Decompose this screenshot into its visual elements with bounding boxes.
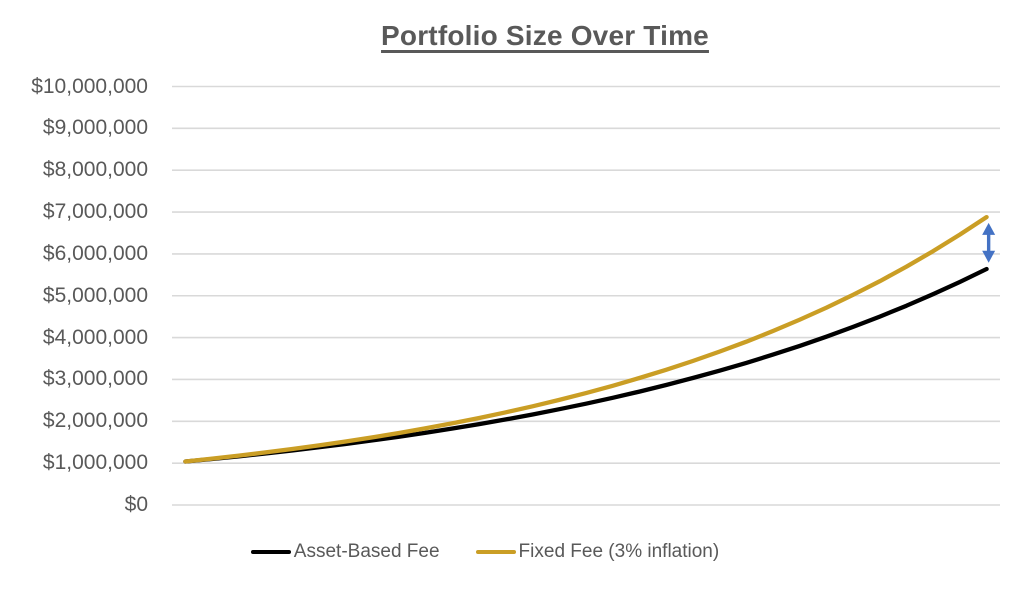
legend-label: Asset-Based Fee	[293, 541, 440, 562]
chart-title: Portfolio Size Over Time	[0, 20, 1024, 52]
gap-arrow-head-down	[982, 250, 996, 263]
legend-label: Fixed Fee (3% inflation)	[518, 541, 720, 562]
y-axis-tick-label: $8,000,000	[42, 158, 148, 182]
y-axis-tick-label: $4,000,000	[42, 325, 148, 349]
y-axis-tick-label: $10,000,000	[31, 74, 148, 98]
y-axis-tick-label: $7,000,000	[42, 200, 148, 224]
y-axis-tick-label: $1,000,000	[42, 451, 148, 475]
y-axis-tick-label: $5,000,000	[42, 283, 148, 307]
gap-arrow	[982, 222, 996, 263]
gap-arrow-head-up	[982, 222, 996, 235]
legend-swatch	[250, 549, 291, 555]
y-axis-tick-label: $6,000,000	[42, 241, 148, 265]
series-line-asset-based-fee	[183, 266, 989, 464]
series-line-fixed-fee-3-inflation	[183, 214, 989, 464]
legend-swatch	[475, 549, 516, 555]
legend: Asset-Based Fee Fixed Fee (3% inflation)	[0, 541, 997, 563]
y-axis-tick-label: $9,000,000	[42, 116, 148, 140]
y-axis-tick-label: $0	[124, 493, 148, 516]
legend-item-asset-based-fee: Asset-Based Fee	[250, 541, 440, 563]
y-axis-tick-label: $3,000,000	[42, 367, 148, 391]
gridlines	[172, 85, 1000, 506]
y-axis-tick-label: $2,000,000	[42, 409, 148, 433]
chart-title-text: Portfolio Size Over Time	[381, 20, 709, 51]
legend-item-fixed-fee-3-inflation: Fixed Fee (3% inflation)	[475, 541, 720, 563]
series-lines	[183, 214, 989, 464]
